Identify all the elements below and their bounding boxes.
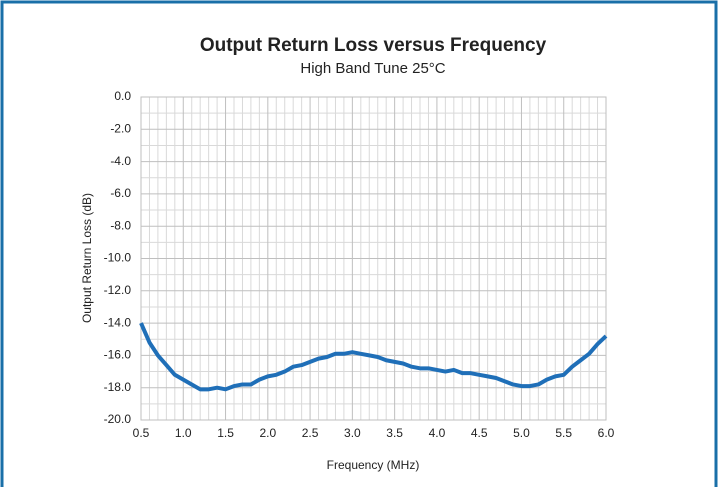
x-tick-label: 5.5 <box>555 426 572 440</box>
y-tick-label: -14.0 <box>104 315 132 329</box>
x-tick-label: 2.0 <box>259 426 276 440</box>
y-tick-label: -20.0 <box>104 412 132 426</box>
chart-subtitle: High Band Tune 25°C <box>300 60 445 77</box>
x-axis-label: Frequency (MHz) <box>327 458 420 472</box>
chart-title: Output Return Loss versus Frequency <box>200 35 547 56</box>
y-tick-label: -8.0 <box>110 218 131 232</box>
y-tick-label: -18.0 <box>104 380 132 394</box>
x-tick-label: 4.5 <box>471 426 488 440</box>
y-tick-label: -6.0 <box>110 186 131 200</box>
y-axis-label: Output Return Loss (dB) <box>80 193 94 323</box>
y-tick-label: 0.0 <box>114 89 131 103</box>
x-tick-label: 0.5 <box>133 426 150 440</box>
y-tick-label: -10.0 <box>104 251 132 265</box>
y-tick-label: -12.0 <box>104 283 132 297</box>
x-tick-label: 1.0 <box>175 426 192 440</box>
x-tick-label: 1.5 <box>217 426 234 440</box>
plot-border <box>140 96 607 421</box>
data-line <box>139 322 608 392</box>
x-tick-label: 3.0 <box>344 426 361 440</box>
y-tick-label: -4.0 <box>110 154 131 168</box>
x-tick-label: 2.5 <box>302 426 319 440</box>
x-tick-label: 6.0 <box>598 426 615 440</box>
x-tick-label: 3.5 <box>386 426 403 440</box>
y-tick-label: -2.0 <box>110 121 131 135</box>
x-tick-label: 5.0 <box>513 426 530 440</box>
x-tick-label: 4.0 <box>429 426 446 440</box>
y-tick-label: -16.0 <box>104 348 132 362</box>
